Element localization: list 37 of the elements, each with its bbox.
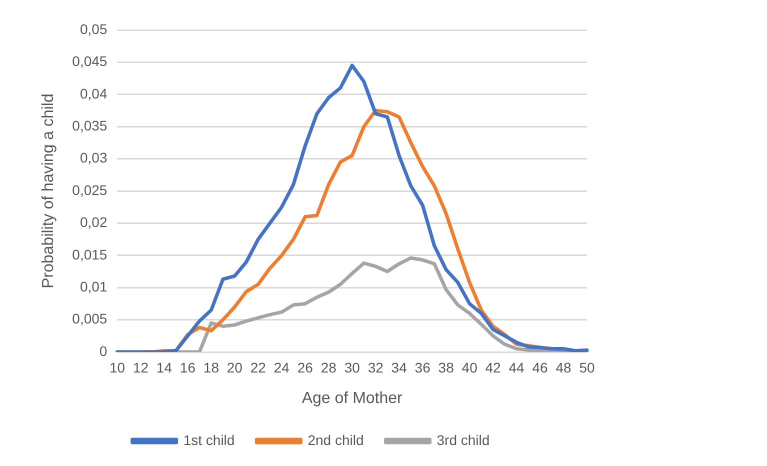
y-tick-label: 0,025 [72, 182, 108, 198]
x-tick-label: 20 [226, 359, 243, 376]
x-tick-label: 36 [414, 359, 431, 376]
x-tick-label: 28 [320, 359, 337, 376]
x-tick-label: 24 [274, 359, 290, 376]
x-tick-label: 14 [156, 359, 172, 376]
x-tick-label: 10 [109, 359, 126, 376]
x-tick-label: 46 [532, 359, 548, 376]
y-tick-label: 0,045 [72, 53, 108, 70]
y-tick-label: 0,05 [80, 20, 108, 37]
x-tick-label: 32 [368, 359, 384, 376]
y-tick-label: 0,04 [80, 85, 108, 102]
x-tick-label: 12 [132, 359, 149, 376]
y-tick-label: 0,02 [80, 214, 108, 230]
x-tick-label: 34 [391, 359, 408, 376]
x-tick-label: 42 [485, 359, 502, 376]
legend-label: 3rd child [436, 432, 490, 448]
x-tick-label: 26 [297, 359, 314, 376]
y-tick-label: 0,035 [72, 117, 108, 134]
x-tick-label: 18 [203, 359, 220, 376]
x-axis-title: Age of Mother [302, 390, 404, 407]
y-tick-label: 0,01 [80, 278, 108, 294]
legend-label: 1st child [183, 432, 235, 448]
x-tick-label: 38 [438, 359, 454, 376]
x-tick-label: 16 [180, 359, 196, 376]
y-tick-label: 0,005 [72, 310, 108, 327]
x-tick-label: 30 [344, 359, 360, 376]
y-tick-label: 0,015 [72, 246, 108, 262]
legend-label: 2nd child [308, 432, 364, 448]
x-tick-label: 22 [250, 359, 266, 376]
y-axis-title: Probability of having a child [40, 94, 58, 288]
y-tick-label: 0,03 [80, 150, 108, 166]
x-tick-label: 48 [556, 359, 572, 376]
y-tick-label: 0 [99, 342, 108, 359]
x-tick-label: 44 [508, 359, 525, 376]
x-tick-label: 40 [462, 359, 478, 376]
x-tick-label: 50 [579, 359, 595, 376]
